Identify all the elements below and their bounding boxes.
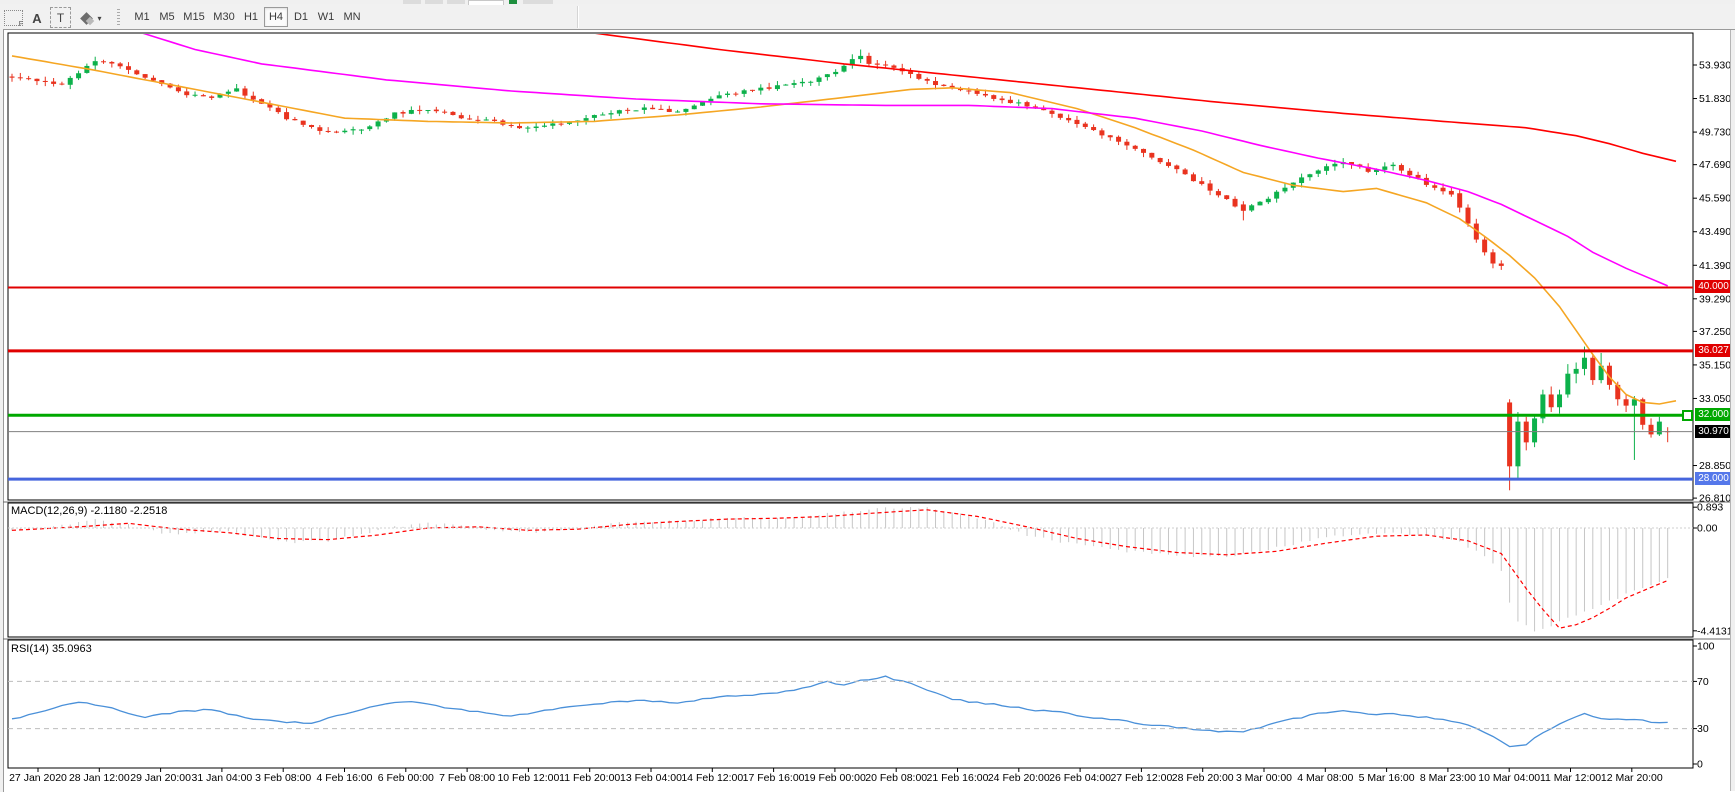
svg-text:5 Mar 16:00: 5 Mar 16:00 <box>1359 772 1415 784</box>
svg-text:11 Feb 20:00: 11 Feb 20:00 <box>559 772 620 784</box>
svg-text:3 Feb 08:00: 3 Feb 08:00 <box>255 772 311 784</box>
svg-text:20 Feb 08:00: 20 Feb 08:00 <box>865 772 927 784</box>
clipped-button <box>447 0 465 4</box>
svg-text:0.00: 0.00 <box>1697 523 1718 535</box>
timeframe-button-d1[interactable]: D1 <box>290 7 312 27</box>
svg-text:70: 70 <box>1697 676 1709 688</box>
clipped-input <box>468 0 504 5</box>
svg-text:11 Mar 12:00: 11 Mar 12:00 <box>1540 772 1601 784</box>
current-price-tag: 30.970 <box>1695 424 1732 438</box>
timeframe-button-m15[interactable]: M15 <box>180 7 208 27</box>
text-tool-icon[interactable]: T <box>50 7 71 28</box>
svg-text:28.850: 28.850 <box>1699 460 1731 472</box>
svg-text:39.290: 39.290 <box>1699 293 1731 305</box>
svg-text:10 Mar 04:00: 10 Mar 04:00 <box>1478 772 1540 784</box>
svg-text:28 Feb 20:00: 28 Feb 20:00 <box>1172 772 1234 784</box>
toolbar-separator <box>577 6 578 28</box>
svg-text:24 Feb 20:00: 24 Feb 20:00 <box>988 772 1050 784</box>
svg-text:41.390: 41.390 <box>1699 260 1731 272</box>
timeframe-button-h4[interactable]: H4 <box>264 7 288 27</box>
svg-text:37.250: 37.250 <box>1699 326 1731 338</box>
svg-text:28 Jan 12:00: 28 Jan 12:00 <box>69 772 130 784</box>
svg-text:4 Feb 16:00: 4 Feb 16:00 <box>316 772 372 784</box>
svg-text:21 Feb 16:00: 21 Feb 16:00 <box>927 772 989 784</box>
timeframe-button-m5[interactable]: M5 <box>156 7 178 27</box>
hline-drag-handle[interactable] <box>1682 410 1693 422</box>
window-right-frame <box>1730 30 1735 791</box>
clipped-button <box>523 0 553 4</box>
svg-text:53.930: 53.930 <box>1699 60 1731 72</box>
svg-text:33.050: 33.050 <box>1699 393 1731 405</box>
svg-text:17 Feb 16:00: 17 Feb 16:00 <box>743 772 805 784</box>
svg-text:6 Feb 00:00: 6 Feb 00:00 <box>378 772 434 784</box>
svg-text:27 Jan 2020: 27 Jan 2020 <box>9 772 67 784</box>
svg-text:30: 30 <box>1697 723 1709 735</box>
svg-text:0.893: 0.893 <box>1697 502 1723 514</box>
svg-text:0: 0 <box>1697 759 1703 771</box>
svg-text:8 Mar 23:00: 8 Mar 23:00 <box>1420 772 1476 784</box>
timeframe-button-w1[interactable]: W1 <box>314 7 338 27</box>
svg-text:49.730: 49.730 <box>1699 127 1731 139</box>
svg-text:13 Feb 04:00: 13 Feb 04:00 <box>620 772 682 784</box>
clipped-icon <box>509 0 517 4</box>
svg-text:14 Feb 12:00: 14 Feb 12:00 <box>681 772 743 784</box>
label-tool-icon[interactable]: A <box>32 10 42 26</box>
template-grid-icon[interactable]: F <box>4 10 23 28</box>
svg-text:100: 100 <box>1697 641 1715 653</box>
clipped-button <box>403 0 421 4</box>
svg-text:31 Jan 04:00: 31 Jan 04:00 <box>192 772 253 784</box>
toolbar-drag-handle[interactable] <box>117 9 120 25</box>
chevron-down-icon: ▾ <box>97 13 102 23</box>
macd-indicator-label: MACD(12,26,9) -2.1180 -2.2518 <box>11 505 168 517</box>
svg-text:19 Feb 00:00: 19 Feb 00:00 <box>804 772 866 784</box>
objects-tool-icon[interactable]: ▾ <box>76 7 108 29</box>
svg-text:51.830: 51.830 <box>1699 93 1731 105</box>
timeframe-button-h1[interactable]: H1 <box>240 7 262 27</box>
svg-text:27 Feb 12:00: 27 Feb 12:00 <box>1110 772 1172 784</box>
svg-text:43.490: 43.490 <box>1699 226 1731 238</box>
svg-text:-4.4131: -4.4131 <box>1697 625 1733 637</box>
svg-text:45.590: 45.590 <box>1699 193 1731 205</box>
timeframe-button-m30[interactable]: M30 <box>210 7 238 27</box>
svg-text:29 Jan 20:00: 29 Jan 20:00 <box>130 772 191 784</box>
timeframe-button-m1[interactable]: M1 <box>130 7 154 27</box>
rsi-indicator-label: RSI(14) 35.0963 <box>11 643 92 655</box>
svg-text:12 Mar 20:00: 12 Mar 20:00 <box>1601 772 1663 784</box>
price-tag-28: 28.000 <box>1695 472 1732 486</box>
svg-text:26.810: 26.810 <box>1699 493 1731 505</box>
svg-text:3 Mar 00:00: 3 Mar 00:00 <box>1236 772 1292 784</box>
svg-text:10 Feb 12:00: 10 Feb 12:00 <box>497 772 559 784</box>
svg-text:35.150: 35.150 <box>1699 359 1731 371</box>
price-tag-40: 40.000 <box>1695 280 1732 294</box>
svg-text:26 Feb 04:00: 26 Feb 04:00 <box>1049 772 1111 784</box>
svg-text:4 Mar 08:00: 4 Mar 08:00 <box>1297 772 1353 784</box>
price-tag-36: 36.027 <box>1695 343 1732 357</box>
clipped-toolbar-row <box>0 0 1735 5</box>
price-tag-32: 32.000 <box>1695 408 1732 422</box>
svg-text:47.690: 47.690 <box>1699 159 1731 171</box>
svg-text:7 Feb 08:00: 7 Feb 08:00 <box>439 772 495 784</box>
timeframe-button-mn[interactable]: MN <box>340 7 364 27</box>
diamond-icon <box>86 16 95 26</box>
clipped-button <box>425 0 443 4</box>
main-toolbar: F A T ▾ M1 M5 M15 M30 H1 H4 D1 W1 MN <box>0 4 1735 29</box>
